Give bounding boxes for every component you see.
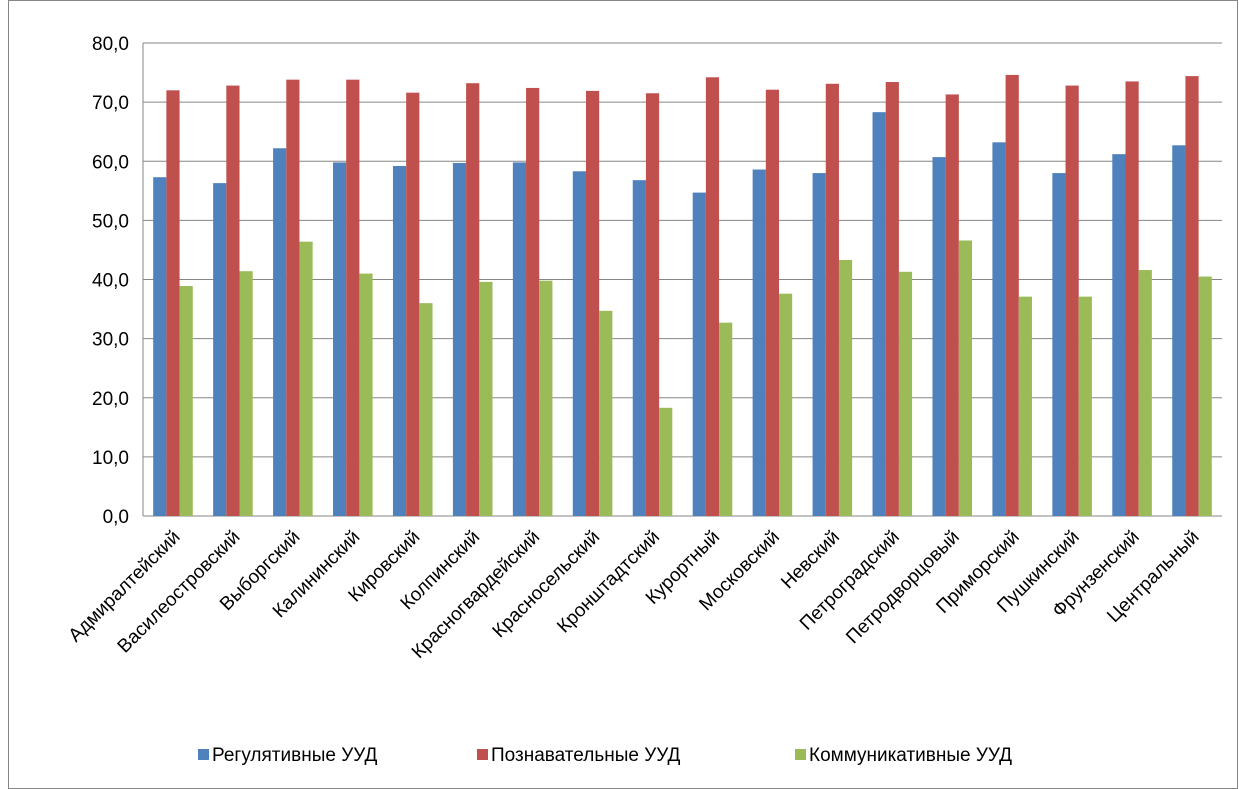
- bar: [945, 94, 959, 516]
- bar: [359, 273, 373, 516]
- bar: [466, 83, 480, 516]
- y-tick-label: 80,0: [92, 34, 129, 55]
- bar: [333, 162, 347, 516]
- bar: [286, 79, 300, 516]
- legend-marker: [198, 749, 209, 760]
- bar: [752, 169, 766, 516]
- bar: [885, 82, 899, 517]
- bar: [812, 173, 826, 516]
- bar: [932, 157, 946, 516]
- bar: [452, 163, 467, 516]
- bar: [1138, 270, 1152, 516]
- bar: [779, 293, 793, 516]
- bar: [153, 177, 167, 516]
- bar: [512, 162, 527, 516]
- bar: [179, 286, 193, 516]
- bar: [1052, 173, 1066, 516]
- y-tick-label: 30,0: [92, 330, 129, 351]
- bar: [406, 92, 420, 516]
- bar: [838, 259, 853, 516]
- bar: [419, 303, 433, 516]
- bar: [1112, 154, 1126, 516]
- bar: [1078, 296, 1092, 516]
- bar: [632, 180, 646, 517]
- bar: [1125, 81, 1139, 517]
- legend-marker: [795, 749, 806, 760]
- y-tick-label: 10,0: [92, 448, 129, 469]
- bar: [1018, 296, 1032, 516]
- bar: [958, 240, 973, 517]
- bar: [479, 281, 493, 516]
- y-tick-label: 70,0: [92, 93, 129, 114]
- y-tick-label: 60,0: [92, 152, 129, 173]
- bar: [166, 90, 180, 517]
- bar: [1185, 76, 1199, 517]
- bar: [992, 142, 1006, 516]
- legend-label: Регулятивные УУД: [212, 745, 377, 766]
- bar: [392, 165, 407, 517]
- bar: [273, 148, 287, 516]
- bar: [526, 87, 540, 516]
- bar: [1065, 85, 1079, 516]
- bar: [572, 171, 586, 516]
- y-tick-label: 40,0: [92, 271, 129, 292]
- bar: [239, 271, 253, 516]
- bar: [898, 271, 913, 516]
- bar: [692, 192, 706, 516]
- y-tick-label: 20,0: [92, 389, 129, 410]
- y-tick-label: 0,0: [103, 507, 129, 528]
- bar: [346, 79, 360, 516]
- bar: [719, 322, 733, 516]
- bar: [705, 77, 720, 516]
- legend-marker: [477, 749, 488, 760]
- legend-label: Коммуникативные УУД: [809, 745, 1012, 766]
- bar: [825, 83, 839, 516]
- bar: [585, 90, 600, 517]
- bar: [599, 310, 613, 516]
- bar: [645, 93, 660, 516]
- bar: [1172, 145, 1186, 516]
- bar: [872, 112, 886, 517]
- bar: [765, 89, 780, 517]
- bar: [213, 183, 227, 516]
- legend-label: Познавательные УУД: [491, 745, 681, 766]
- bar: [226, 85, 240, 516]
- bar: [539, 280, 553, 516]
- bar: [299, 241, 313, 516]
- bar: [659, 407, 673, 516]
- bar: [1198, 276, 1212, 516]
- y-tick-label: 50,0: [92, 211, 129, 232]
- bar: [1005, 74, 1019, 517]
